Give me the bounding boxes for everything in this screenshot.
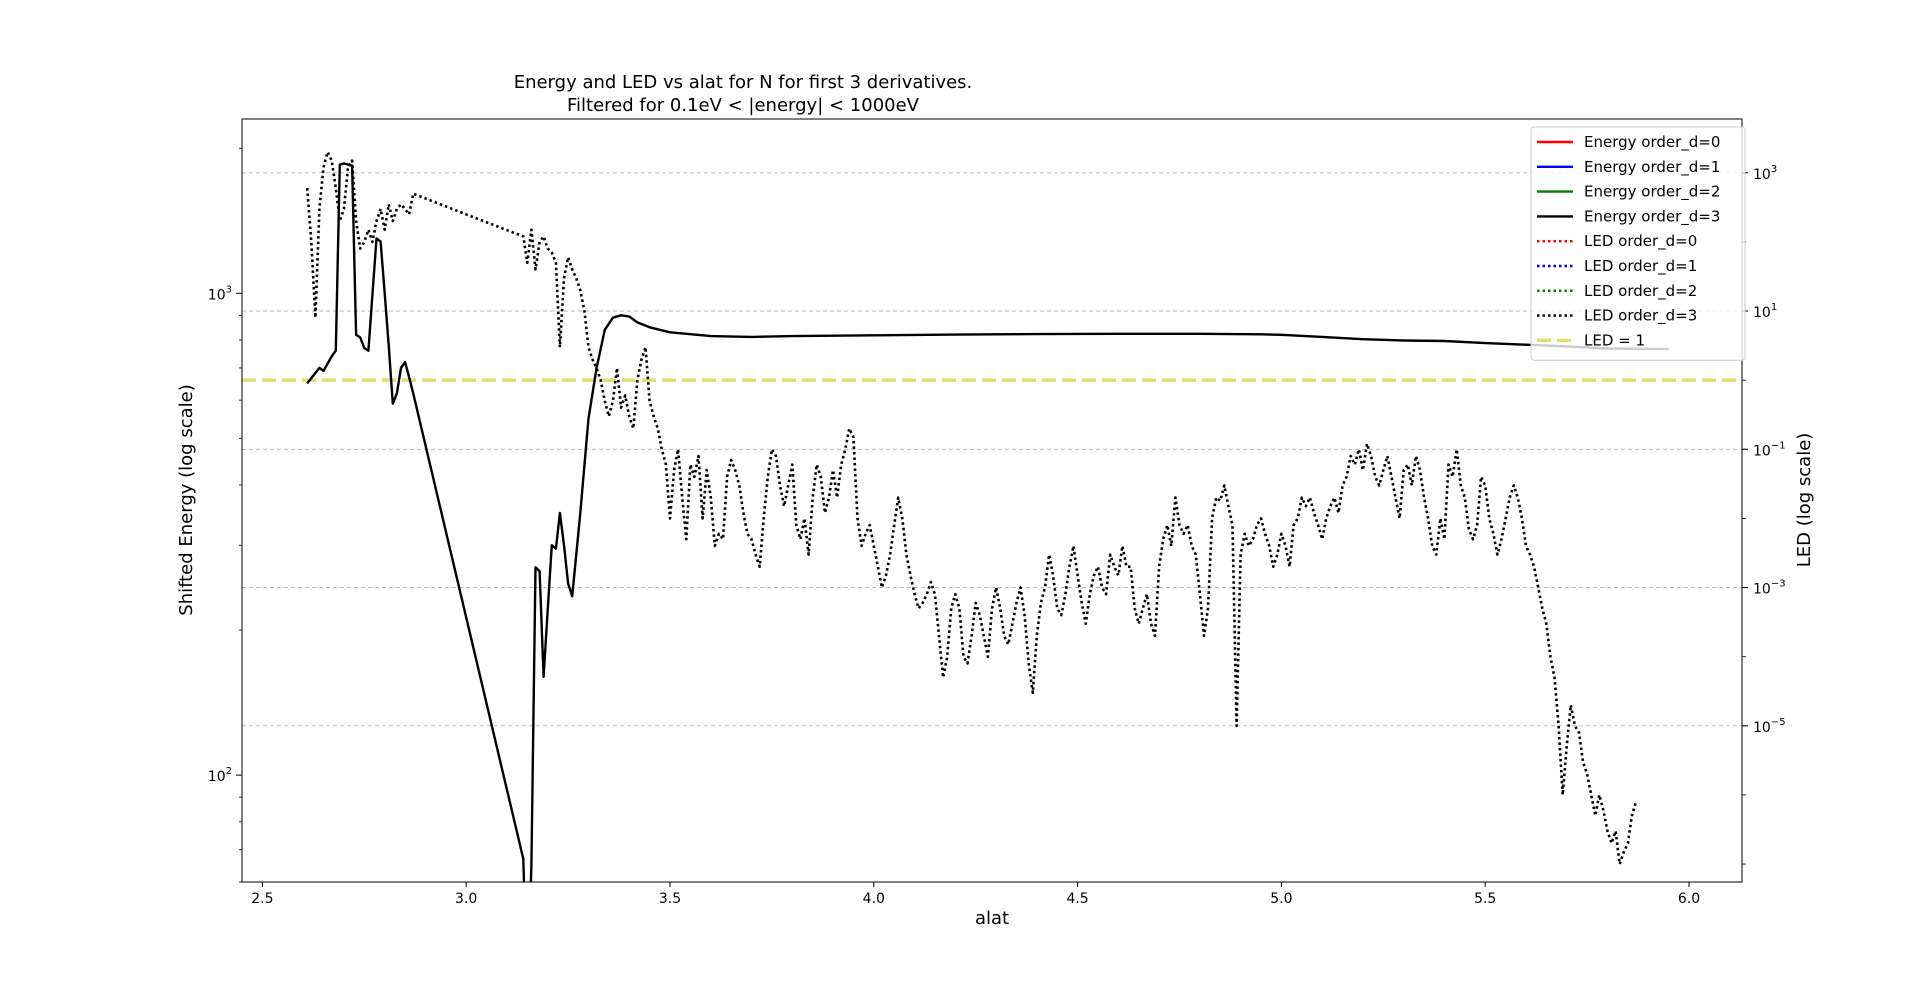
x-tick-label: 3.5 — [659, 891, 681, 907]
y-right-tick-label: 101 — [1753, 302, 1777, 321]
x-tick-label: 5.0 — [1270, 891, 1292, 907]
x-tick-label: 4.5 — [1066, 891, 1088, 907]
legend-label: LED order_d=1 — [1584, 257, 1697, 276]
x-tick-label: 3.0 — [455, 891, 477, 907]
legend-label: LED order_d=2 — [1584, 282, 1697, 301]
x-tick-label: 4.0 — [863, 891, 885, 907]
legend-label: Energy order_d=3 — [1584, 207, 1720, 226]
legend-label: Energy order_d=1 — [1584, 158, 1720, 177]
y-left-tick-label: 103 — [208, 284, 232, 303]
series-group — [305, 150, 1669, 882]
grid-lines — [242, 172, 1742, 727]
y-right-tick-label: 103 — [1753, 164, 1777, 183]
x-tick-label: 2.5 — [251, 891, 273, 907]
x-axis: 2.5 3.0 3.5 4.0 4.5 5.0 5.5 6.0 — [251, 882, 1700, 907]
x-tick-label: 5.5 — [1474, 891, 1496, 907]
energy-order-d3-line — [306, 162, 1669, 882]
y-left-axis: 102 103 — [208, 147, 242, 883]
chart-subtitle: Filtered for 0.1eV < |energy| < 1000eV — [567, 95, 920, 116]
x-axis-label: alat — [975, 908, 1009, 929]
legend-label: LED order_d=0 — [1584, 232, 1697, 251]
legend: Energy order_d=0 Energy order_d=1 Energy o… — [1530, 126, 1746, 361]
plot-frame — [241, 118, 1743, 883]
legend-label: Energy order_d=2 — [1584, 183, 1720, 202]
y-left-tick-label: 102 — [208, 766, 232, 785]
y-left-axis-label: Shifted Energy (log scale) — [176, 384, 197, 615]
legend-label: LED order_d=3 — [1584, 307, 1697, 326]
chart-title: Energy and LED vs alat for N for first 3… — [514, 72, 973, 93]
y-right-tick-label: 10−1 — [1753, 440, 1786, 459]
y-right-axis-label: LED (log scale) — [1794, 433, 1815, 568]
legend-label: LED = 1 — [1584, 331, 1645, 349]
y-right-tick-label: 10−5 — [1753, 717, 1786, 736]
legend-box — [1530, 126, 1746, 361]
x-tick-label: 6.0 — [1678, 891, 1700, 907]
y-right-tick-label: 10−3 — [1753, 579, 1786, 598]
legend-label: Energy order_d=0 — [1584, 133, 1720, 152]
y-right-axis: 10−5 10−3 10−1 101 103 — [1742, 164, 1786, 865]
